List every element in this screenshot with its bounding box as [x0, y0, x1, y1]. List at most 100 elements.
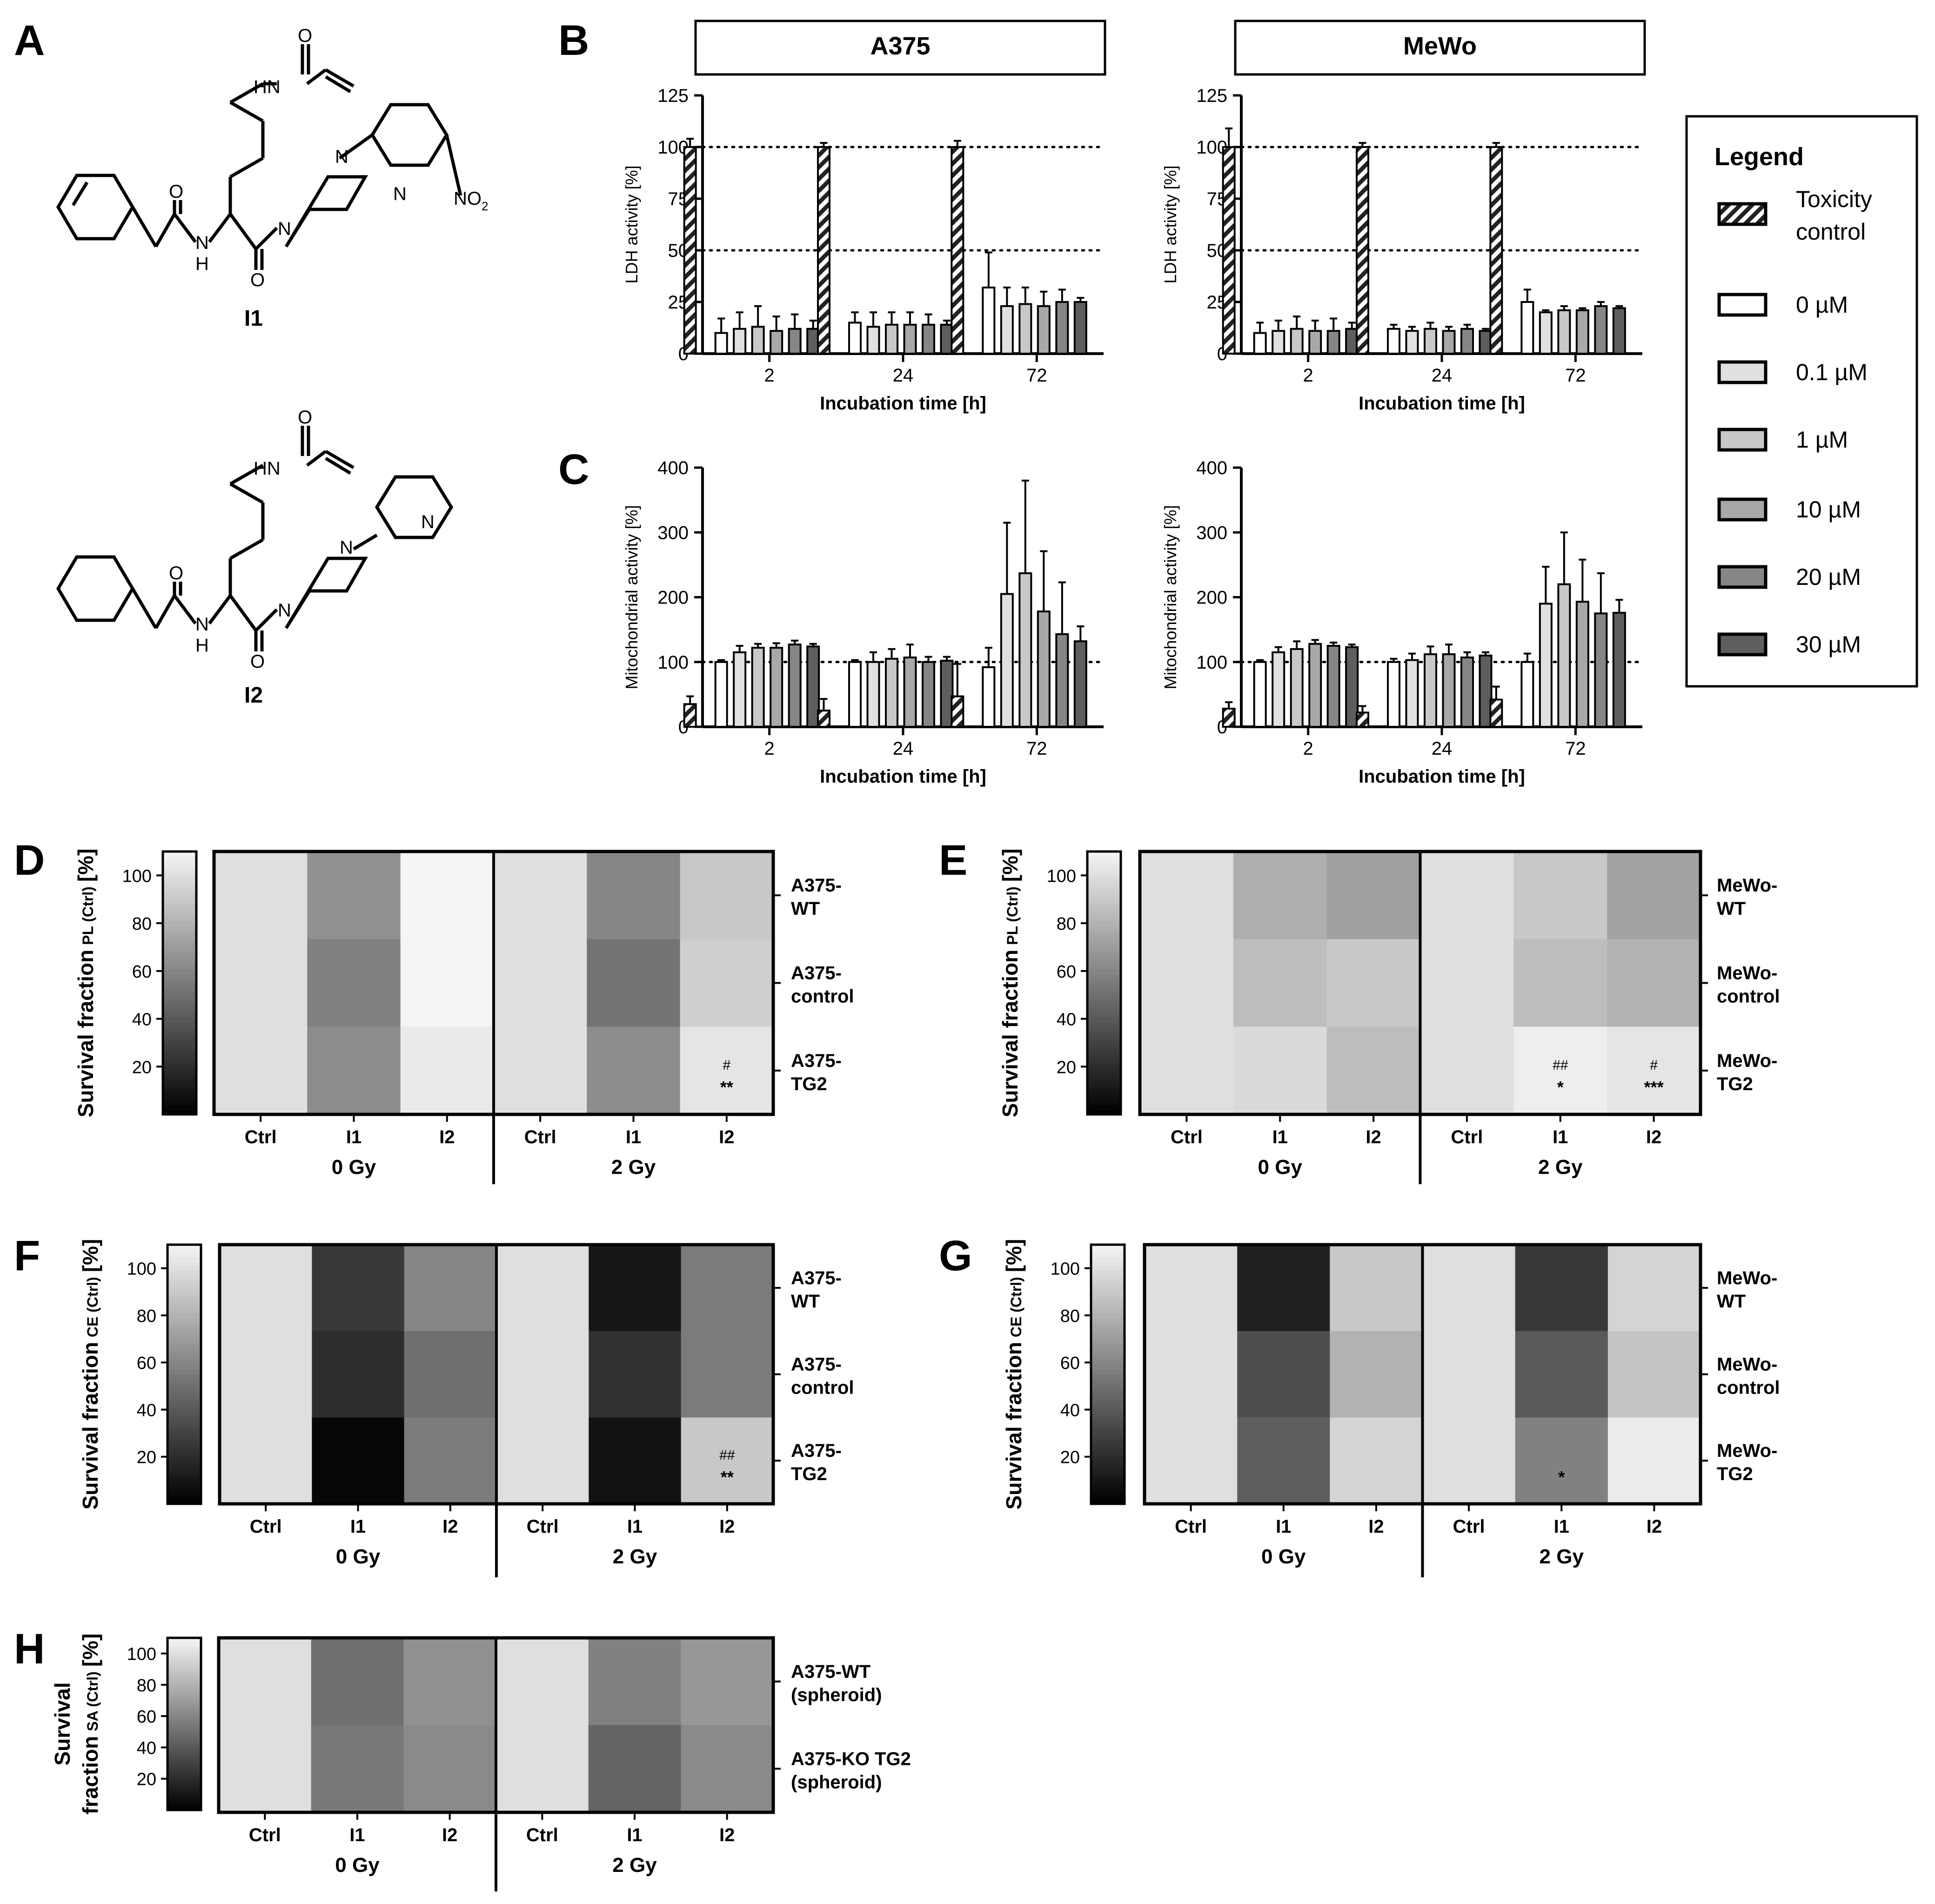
bar: [1442, 653, 1456, 728]
colorbar-segment: [167, 1465, 201, 1470]
colorbar-label-unit: [%]: [1002, 1239, 1026, 1273]
bond: [325, 457, 351, 475]
colorbar-segment: [163, 1079, 196, 1085]
colorbar-segment: [1087, 921, 1121, 927]
colorbar-label: Survival fraction CE (Ctrl) [%]: [78, 1239, 102, 1510]
panel-label-g: G: [939, 1232, 972, 1280]
row-label: (spheroid): [791, 1772, 882, 1792]
colorbar-segment: [163, 1092, 196, 1098]
legend-swatch: [1717, 428, 1768, 452]
colorbar-label-unit: [%]: [998, 849, 1022, 882]
colorbar-segment: [1091, 1287, 1125, 1293]
atom-label: N: [278, 219, 291, 239]
colorbar-segment: [163, 926, 196, 931]
compound-i1-name: I1: [244, 306, 263, 331]
bond: [229, 538, 264, 560]
bond: [173, 594, 197, 625]
x-tick-label: 72: [1026, 365, 1047, 386]
colorbar-segment: [163, 948, 196, 953]
bond: [254, 608, 278, 632]
bar: [1272, 330, 1286, 355]
heatmap-cell: [496, 1331, 589, 1418]
colorbar-segment: [1091, 1361, 1125, 1366]
colorbar-segment: [1091, 1370, 1125, 1375]
bar: [1308, 330, 1322, 355]
colorbar-segment: [167, 1287, 201, 1293]
colorbar-segment: [1087, 987, 1121, 992]
colorbar-segment: [1087, 992, 1121, 997]
heatmap-cell: [1420, 939, 1514, 1027]
colorbar-segment: [167, 1353, 201, 1358]
colorbar-segment: [167, 1331, 201, 1336]
bond: [229, 594, 257, 632]
colorbar-segment: [167, 1703, 201, 1707]
colorbar-segment: [1091, 1391, 1125, 1396]
bar: [1612, 611, 1626, 728]
colorbar-segment: [167, 1301, 201, 1306]
colorbar-segment: [1087, 865, 1121, 870]
colorbar-segment: [163, 856, 196, 861]
colorbar-label-sub: SA (Ctrl): [84, 1671, 101, 1731]
colorbar-segment: [163, 1031, 196, 1036]
column-label: I2: [719, 1516, 735, 1537]
colorbar-segment: [1091, 1383, 1125, 1388]
colorbar-segment: [167, 1758, 201, 1762]
colorbar-segment: [1087, 979, 1121, 984]
colorbar-segment: [163, 917, 196, 922]
colorbar-segment: [167, 1787, 201, 1790]
column-label: I1: [1553, 1127, 1568, 1147]
bar: [1539, 603, 1553, 728]
row-label: MeWo-: [1717, 1268, 1777, 1288]
colorbar-segment: [167, 1710, 201, 1713]
heatmap-cell: [1607, 939, 1701, 1027]
colorbar-segment: [1091, 1305, 1125, 1310]
legend-label: control: [1796, 219, 1866, 245]
y-tick-label: 100: [1196, 652, 1227, 673]
bar: [1055, 301, 1069, 355]
colorbar-segment: [167, 1426, 201, 1431]
atom-label: O: [250, 651, 265, 672]
bond: [306, 68, 327, 85]
colorbar-segment: [163, 869, 196, 874]
pyridine-ring: [370, 103, 449, 167]
heatmap-cell: [1233, 851, 1327, 939]
heatmap-cell: [312, 1417, 405, 1504]
colorbar-segment: [167, 1663, 201, 1667]
colorbar-segment: [167, 1683, 201, 1687]
heatmap-cell: [680, 851, 774, 939]
y-axis-label: Mitochondrial activity [%]: [622, 505, 641, 689]
bond: [229, 482, 264, 504]
atom-label: N: [421, 512, 435, 532]
colorbar-segment: [1087, 930, 1121, 935]
colorbar-frame: [1086, 850, 1122, 1116]
colorbar-tick-label: 80: [137, 1676, 156, 1696]
legend-swatch: [1717, 360, 1768, 384]
colorbar-segment: [167, 1452, 201, 1457]
colorbar-segment: [1091, 1448, 1125, 1453]
colorbar-segment: [167, 1658, 201, 1662]
colorbar-segment: [1091, 1245, 1125, 1250]
colorbar-segment: [1091, 1461, 1125, 1466]
heatmap-cell: [496, 1245, 589, 1332]
legend-swatch: [1717, 632, 1768, 657]
row-label: WT: [791, 1291, 820, 1312]
group-label: 2 Gy: [611, 1156, 656, 1179]
colorbar-segment: [167, 1675, 201, 1679]
heatmap-cell: [403, 1725, 496, 1813]
row-label: control: [1717, 986, 1780, 1007]
bar: [1557, 309, 1571, 355]
row-label: A375-: [791, 1268, 842, 1288]
compound-i1-labels: HN O O N H O N N N NO 2: [169, 26, 488, 290]
colorbar-segment: [167, 1474, 201, 1479]
colorbar-segment: [163, 908, 196, 913]
heatmap-cell: [1326, 1026, 1420, 1115]
row-label: MeWo-: [1717, 963, 1777, 984]
colorbar-segment: [167, 1443, 201, 1448]
x-tick-label: 24: [1432, 365, 1453, 386]
colorbar-segment: [167, 1732, 201, 1736]
row-label: A375-: [791, 963, 842, 984]
colorbar-segment: [163, 970, 196, 975]
atom-label: N: [340, 537, 353, 558]
colorbar-segment: [167, 1348, 201, 1354]
column-label: Ctrl: [249, 1825, 281, 1845]
